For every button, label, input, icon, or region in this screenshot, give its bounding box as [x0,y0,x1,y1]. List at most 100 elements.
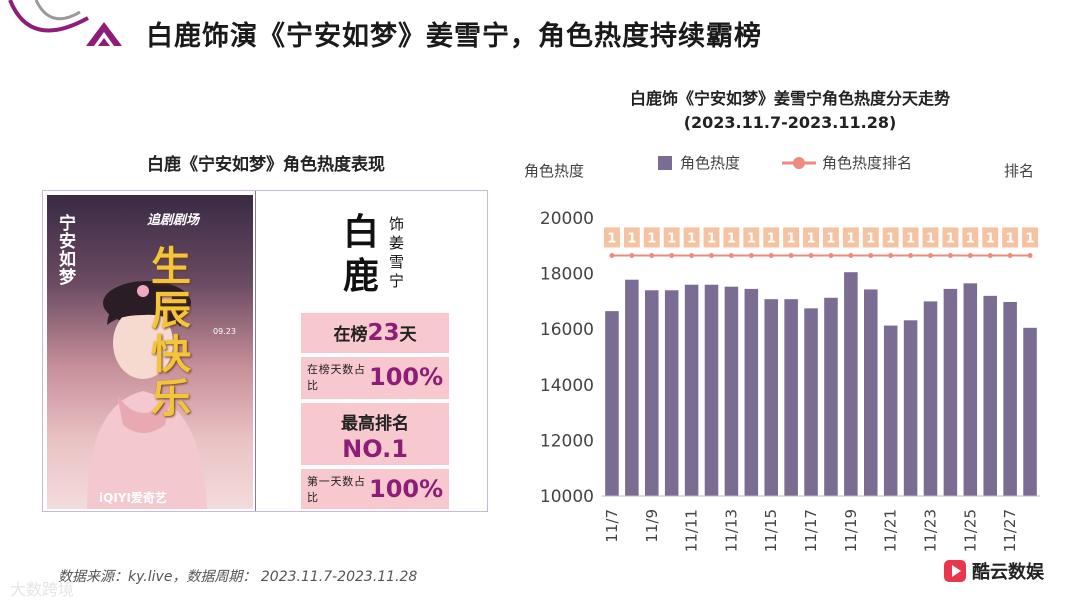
heat-bar [824,297,838,496]
heat-bar [645,290,659,496]
y-axis-label: 角色热度 [524,162,584,180]
heat-bar [943,288,958,496]
rank-label: 1 [787,231,796,246]
x-tick-label: 11/11 [683,509,701,552]
rank-label-box [703,227,720,248]
rank-point [947,253,953,259]
rank-label-box [623,227,640,248]
rank-point [728,253,734,259]
left-panel-title: 白鹿《宁安如梦》角色热度表现 [147,155,385,175]
rank-label: 1 [687,231,696,246]
rank-label-box [723,227,740,248]
rank-label-box [882,227,899,248]
y-tick-label: 20000 [540,209,594,229]
days-suffix: 天 [399,325,417,345]
heat-trend-chart: 白鹿饰《宁安如梦》姜雪宁角色热度分天走势 (2023.11.7-2023.11.… [524,89,1040,552]
first-ratio-label: 第一天数占比 [307,475,365,504]
rank-label-box [683,227,700,248]
y2-axis-label: 排名 [1004,162,1034,180]
rank-point [908,253,914,259]
x-tick-label: 11/9 [643,509,661,543]
rank-label-box [803,227,820,248]
play-icon [944,560,966,582]
rank-label-box [862,227,879,248]
rank-label: 1 [607,231,616,246]
rank-label: 1 [886,231,895,246]
legend-bar-label: 角色热度 [680,154,740,172]
rank-point [987,253,993,259]
heat-bar [764,299,778,496]
rank-label: 1 [627,231,636,246]
rank-label: 1 [1006,231,1015,246]
heat-bar [724,286,739,496]
chart-subtitle: (2023.11.7-2023.11.28) [684,113,897,132]
rank-label-box [783,227,800,248]
days-ratio-value: 100% [369,363,444,391]
heat-bar [1023,327,1037,496]
heat-bar [883,325,898,496]
rank-label-box [962,227,979,248]
rank-label: 1 [707,231,716,246]
heat-bar [1003,301,1017,496]
top-rank-value: NO.1 [342,435,408,463]
heat-bar [704,284,719,496]
x-tick-label: 11/21 [882,509,900,552]
rank-label-box [743,227,760,248]
rank-label: 1 [986,231,995,246]
rank-point [689,253,695,259]
rank-point [848,253,854,259]
rank-label: 1 [966,231,975,246]
rank-label-box [822,227,839,248]
brand-logo-text: 酷云数娱 [972,562,1044,583]
rank-label-box [1022,227,1039,248]
rank-label: 1 [866,231,875,246]
rank-label-box [922,227,939,248]
page-title: 白鹿饰演《宁安如梦》姜雪宁，角色热度持续霸榜 [146,21,762,52]
days-on-chart-stat: 在榜23天 [301,313,449,353]
y-tick-label: 14000 [540,376,594,396]
chart-title: 白鹿饰《宁安如梦》姜雪宁角色热度分天走势 [630,89,950,108]
poster-birthday-text: 生辰快乐 [151,244,191,422]
brand-logo: 酷云数娱 [944,558,1044,584]
x-tick-label: 11/7 [603,509,621,543]
rank-point [1007,253,1013,259]
rank-label-box [663,227,680,248]
rank-label: 1 [926,231,935,246]
rank-label: 1 [647,231,656,246]
days-prefix: 在榜 [333,325,368,345]
rank-line [609,253,1033,259]
rank-label: 1 [807,231,816,246]
rank-label: 1 [767,231,776,246]
legend-bar-swatch [658,156,672,170]
days-ratio-stat: 在榜天数占比 100% [301,357,449,399]
actor-poster: 宁安如梦 追剧剧场 生辰快乐 09.23 iQIYI爱奇艺 [47,195,253,509]
heat-bar [784,299,798,496]
legend-line-label: 角色热度排名 [822,154,912,172]
legend-line-marker [793,157,805,169]
top-rank-label: 最高排名 [341,414,409,434]
rank-point [709,253,714,259]
actor-role: 饰姜雪宁 [389,215,405,290]
first-place-ratio-stat: 第一天数占比 100% [301,469,449,509]
rank-point [868,253,874,259]
y-tick-label: 16000 [540,320,594,340]
top-rank-stat: 最高排名 NO.1 [301,403,449,465]
rank-point [808,253,814,259]
y-tick-label: 10000 [540,487,594,507]
heat-bar [864,289,878,496]
x-tick-label: 11/13 [722,509,740,552]
rank-label: 1 [1026,231,1035,246]
rank-label: 1 [906,231,915,246]
heat-bar [963,283,978,496]
data-source-note: 数据来源：ky.live，数据周期： 2023.11.7-2023.11.28 [58,569,418,585]
actor-figure-illustration [87,281,207,509]
poster-platform-logo: iQIYI爱奇艺 [99,491,167,505]
rank-label-box [763,227,780,248]
x-tick-label: 11/17 [802,509,820,552]
actor-name: 白鹿 [343,212,380,297]
x-tick-label: 11/19 [842,509,860,552]
y-tick-label: 12000 [540,431,594,451]
heat-bar [744,288,759,496]
rank-point [669,253,675,259]
rank-point [629,253,635,259]
